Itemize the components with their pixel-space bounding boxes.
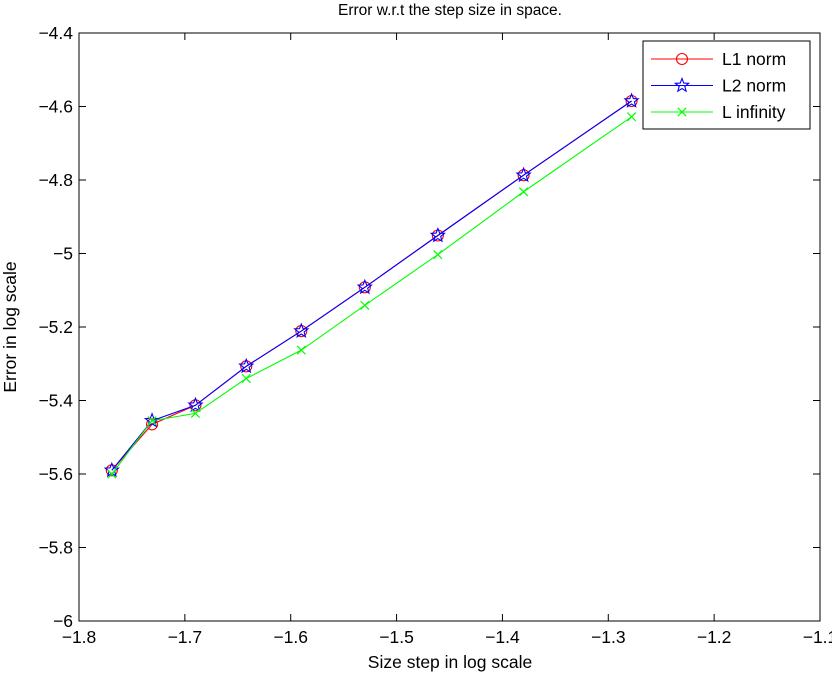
x-tick-label: −1.2 <box>697 627 732 647</box>
y-tick-label: −5.2 <box>38 317 73 337</box>
x-axis-label: Size step in log scale <box>368 652 532 672</box>
x-tick-label: −1.1 <box>803 627 832 647</box>
x-marker-stroke <box>241 373 251 384</box>
x-marker-stroke <box>360 300 370 310</box>
x-marker <box>360 300 370 310</box>
circle-marker <box>145 418 159 431</box>
star-marker <box>623 92 640 108</box>
series-l-infinity <box>107 112 637 479</box>
star-marker <box>356 278 373 295</box>
x-marker <box>107 469 117 479</box>
y-tick-label: −5.6 <box>38 464 73 484</box>
legend-item: L infinity <box>651 102 786 122</box>
circle-marker <box>675 52 689 66</box>
x-marker-stroke <box>433 249 443 260</box>
y-axis: −6 −5.8 −5.6 −5.4 −5.2 −5 −4.8 −4.6 −4.4 <box>38 23 820 631</box>
star-marker <box>429 226 446 243</box>
y-tick-label: −5 <box>53 244 73 264</box>
star-marker <box>293 322 310 338</box>
x-marker <box>241 373 251 384</box>
x-marker <box>296 345 306 355</box>
x-marker-stroke <box>518 187 529 197</box>
legend-label: L2 norm <box>722 76 786 96</box>
x-marker <box>518 187 529 197</box>
x-tick-label: −1.5 <box>379 627 414 647</box>
plot-area <box>78 32 821 622</box>
star-marker <box>673 76 691 93</box>
x-tick-label: −1.3 <box>591 627 626 647</box>
x-marker-stroke <box>626 112 637 122</box>
chart-title: Error w.r.t the step size in space. <box>338 2 562 19</box>
series-layer <box>103 92 640 479</box>
star-marker <box>238 357 255 374</box>
x-marker <box>677 107 687 117</box>
x-marker-stroke <box>107 469 117 479</box>
x-tick-label: −1.8 <box>62 627 97 647</box>
star-marker <box>515 166 532 183</box>
y-tick-label: −4.8 <box>38 170 73 190</box>
star-marker <box>143 412 161 428</box>
legend-item: L1 norm <box>651 49 786 69</box>
legend-item: L2 norm <box>651 76 786 96</box>
series-line <box>111 100 632 471</box>
legend-label: L infinity <box>722 102 786 122</box>
x-marker-stroke <box>190 408 201 418</box>
x-tick-label: −1.7 <box>168 627 203 647</box>
x-marker <box>433 249 443 260</box>
x-marker-stroke <box>677 107 687 117</box>
legend-label: L1 norm <box>722 49 786 69</box>
star-marker <box>187 396 204 413</box>
y-tick-label: −5.4 <box>38 391 73 411</box>
series-l2-norm <box>103 92 640 478</box>
y-tick-label: −4.4 <box>38 23 73 43</box>
y-tick-label: −5.8 <box>38 538 73 558</box>
y-tick-label: −6 <box>53 611 73 631</box>
x-marker-stroke <box>147 416 157 426</box>
x-marker <box>147 416 157 426</box>
y-axis-label: Error in log scale <box>0 261 20 392</box>
x-axis: −1.8 −1.7 −1.6 −1.5 −1.4 −1.3 −1.2 −1.1 <box>62 33 832 647</box>
x-tick-label: −1.6 <box>273 627 308 647</box>
x-marker <box>190 408 201 418</box>
x-tick-label: −1.4 <box>485 627 520 647</box>
x-marker-stroke <box>296 345 306 355</box>
y-tick-label: −4.6 <box>38 97 73 117</box>
legend: L1 norm L2 norm L infinity <box>642 40 811 130</box>
x-marker <box>626 112 637 122</box>
